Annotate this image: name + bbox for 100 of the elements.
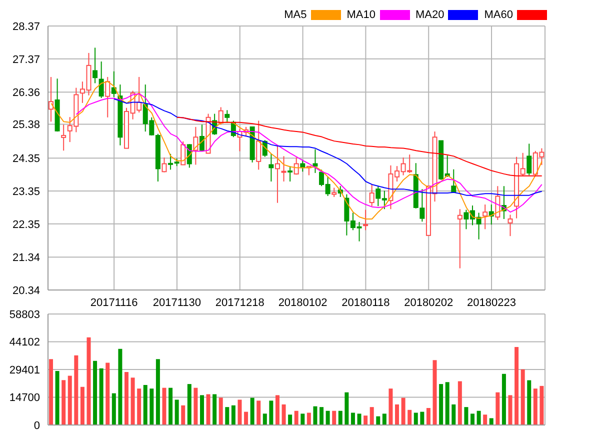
bar [313,406,318,425]
bar [489,418,494,425]
bar [364,416,368,425]
x-tick-label: 20180223 [467,296,516,309]
bar [187,384,192,425]
bar [408,410,412,425]
bar [130,378,135,425]
bar [294,410,298,425]
candlestick [495,186,500,220]
bar [514,347,519,425]
bar [244,412,248,425]
legend-label: MA10 [346,9,376,21]
bar [414,412,418,425]
bar [262,414,267,425]
bar [93,360,98,425]
bar [143,384,148,425]
bar [250,398,254,425]
bar [426,408,430,425]
bar [218,398,223,425]
legend-label: MA20 [416,9,444,21]
bar [332,410,336,425]
bar [106,362,110,425]
y-tick-label: 58803 [9,308,40,321]
candlestick [526,143,532,176]
bar [80,386,84,425]
candlestick [332,187,337,198]
y-tick-label: 0 [34,420,40,432]
bar [238,400,242,425]
bar [508,395,512,425]
x-tick-label: 20171218 [215,296,264,309]
candlestick [288,166,293,182]
y-tick-label: 20.34 [12,284,40,297]
bar [275,395,280,425]
bar [445,382,450,425]
bar [288,414,292,425]
candlestick [162,157,167,173]
bar [306,412,311,425]
x-tick-label: 20180102 [278,296,328,309]
y-tick-label: 24.35 [12,153,40,166]
bar [483,414,488,425]
candlestick [193,126,198,166]
bar [476,410,481,425]
bar [200,395,204,425]
bar [150,388,154,425]
candlestick [48,76,54,122]
bar [420,412,424,425]
bar [231,405,236,425]
y-tick-label: 44102 [9,336,40,349]
bar [395,404,400,425]
y-tick-label: 23.35 [12,186,40,198]
bar [282,404,286,425]
y-tick-label: 14700 [9,392,40,404]
bar [137,388,142,425]
y-tick-label: 29401 [9,364,40,376]
bar [370,407,374,425]
candlestick [256,120,262,170]
bar [256,400,261,425]
candlestick [61,124,66,152]
candlestick [369,184,374,207]
x-tick-label: 20171130 [152,296,202,309]
bar [162,388,166,425]
bar [174,400,179,425]
candlestick [268,153,274,182]
y-tick-label: 27.37 [12,54,40,66]
bar [300,414,305,425]
legend-label: MA5 [284,9,307,21]
bar [99,368,104,425]
y-tick-label: 25.38 [12,119,40,132]
bar [62,380,66,425]
candlestick [457,208,462,269]
bar [464,407,468,425]
x-tick-label: 20180118 [342,296,390,309]
bar [74,355,78,425]
bar [458,381,462,425]
candlestick [218,106,224,126]
y-tick-label: 28.37 [12,20,40,33]
candlestick [92,47,98,84]
candlestick [451,168,456,194]
bar [540,386,544,425]
bar [376,416,380,425]
bar [470,414,475,425]
bar [55,371,60,425]
bar [112,393,116,425]
bar [520,369,525,425]
bar [401,398,406,425]
candlestick [508,214,513,237]
bar [225,407,230,425]
bar [320,407,324,425]
candlestick [98,61,104,98]
bar [49,359,53,425]
bar [388,388,393,425]
bar [168,388,173,425]
bar [533,388,538,425]
bar [181,405,186,425]
bar [118,348,122,425]
bar [502,374,506,425]
y-tick-label: 26.36 [12,86,40,99]
candlestick [281,156,286,182]
legend-label: MA60 [484,9,513,21]
x-tick-label: 20171116 [90,296,138,309]
